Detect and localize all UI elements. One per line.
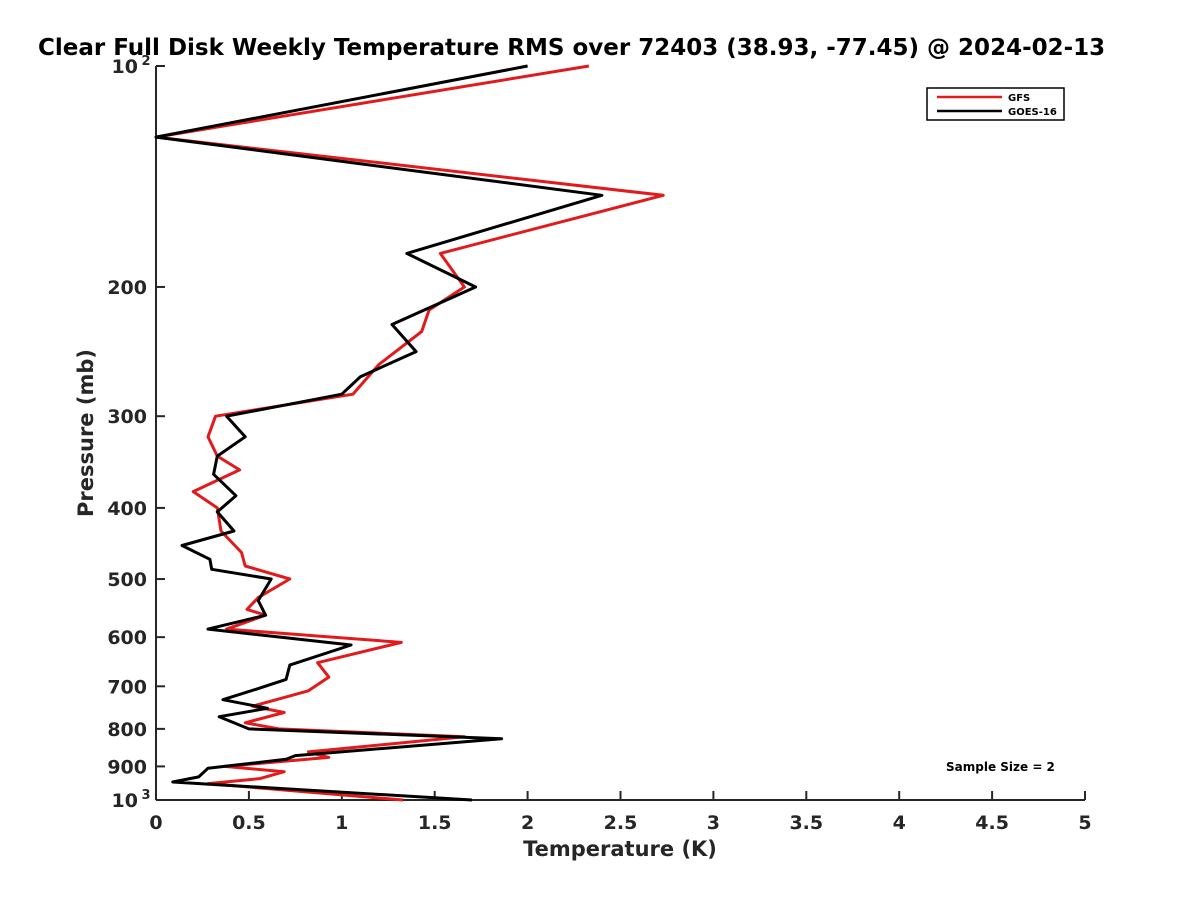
y-tick-label-exponent: 3 xyxy=(141,788,150,803)
x-tick-label: 2.5 xyxy=(604,812,638,834)
plot-area: 0 0.5 1 1.5 2 2.5 3 3.5 4 4.5 5 200 300 400 500 600 700… xyxy=(107,54,1091,834)
legend-label-goes16: GOES-16 xyxy=(1008,107,1057,118)
y-tick-label: 700 xyxy=(107,676,147,698)
y-tick-label: 800 xyxy=(107,719,147,741)
y-tick-label: 500 xyxy=(107,569,147,591)
x-ticks: 0 0.5 1 1.5 2 2.5 3 3.5 4 4.5 5 xyxy=(149,791,1092,834)
legend: GFS GOES-16 xyxy=(926,87,1065,121)
x-tick-label: 2 xyxy=(521,812,534,834)
y-tick-label: 400 xyxy=(107,498,147,520)
series-layer xyxy=(154,64,665,802)
legend-box xyxy=(926,87,1065,121)
y-tick-label-exponent: 2 xyxy=(141,54,150,69)
series-line-goes16 xyxy=(154,64,604,802)
x-tick-label: 3 xyxy=(707,812,720,834)
sample-size-annotation: Sample Size = 2 xyxy=(946,760,1055,774)
series-line-gfs xyxy=(154,64,665,802)
y-tick-label: 200 xyxy=(107,277,147,299)
x-tick-label: 0 xyxy=(149,812,162,834)
x-tick-label: 1.5 xyxy=(418,812,452,834)
x-tick-label: 3.5 xyxy=(789,812,823,834)
legend-label-gfs: GFS xyxy=(1008,93,1030,104)
y-axis-label: Pressure (mb) xyxy=(74,349,98,517)
y-tick-label: 900 xyxy=(107,756,147,778)
y-tick-label: 600 xyxy=(107,627,147,649)
x-axis-label: Temperature (K) xyxy=(523,837,717,861)
y-tick-label-power: 10 xyxy=(112,56,138,78)
chart-title: Clear Full Disk Weekly Temperature RMS o… xyxy=(38,35,1105,61)
x-tick-label: 4.5 xyxy=(975,812,1009,834)
y-tick-label-power: 10 xyxy=(112,790,138,812)
y-tick-label: 300 xyxy=(107,406,147,428)
x-tick-label: 0.5 xyxy=(232,812,266,834)
x-tick-label: 4 xyxy=(893,812,906,834)
x-tick-label: 1 xyxy=(335,812,348,834)
x-tick-label: 5 xyxy=(1078,812,1091,834)
